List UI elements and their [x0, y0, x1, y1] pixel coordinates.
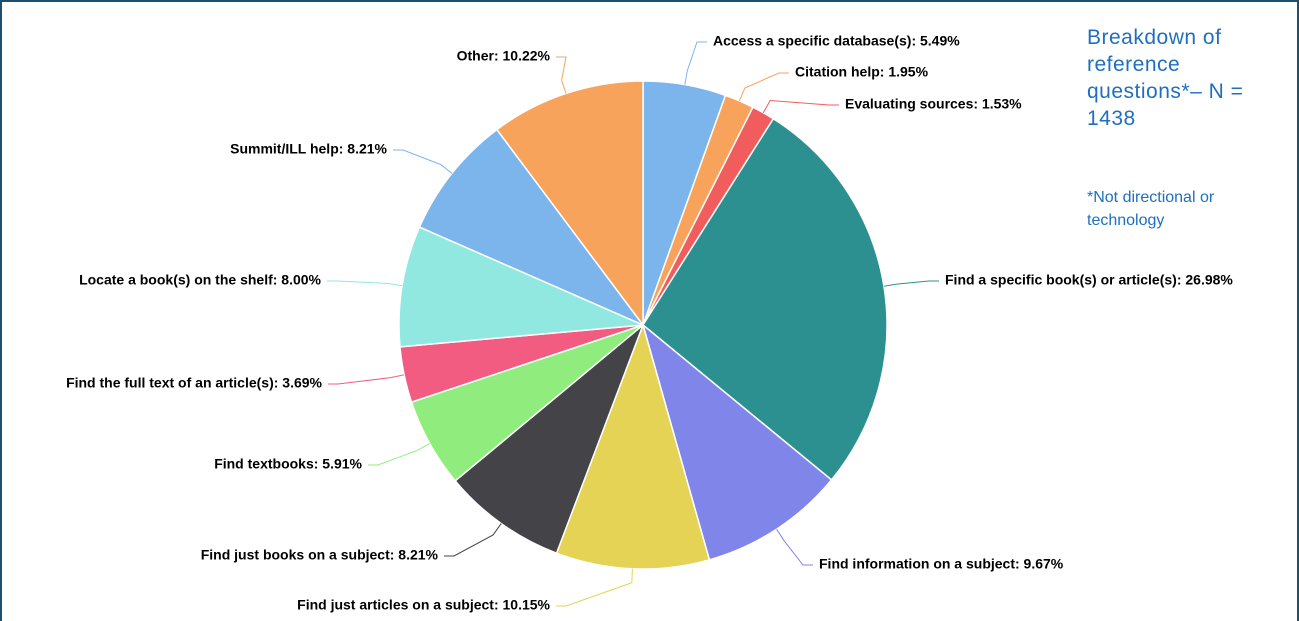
data-label: Locate a book(s) on the shelf: 8.00%	[79, 272, 321, 288]
leader-line	[368, 443, 430, 466]
leader-line	[883, 280, 939, 287]
chart-title: Breakdown of reference questions*– N = 1…	[1087, 26, 1244, 130]
data-label: Summit/ILL help: 8.21%	[230, 141, 387, 157]
leader-line	[556, 568, 633, 607]
data-label: Find textbooks: 5.91%	[214, 456, 362, 472]
leader-line	[684, 41, 707, 85]
chart-subtitle: *Not directional or technology	[1087, 189, 1215, 229]
leader-line	[444, 523, 502, 557]
data-label: Evaluating sources: 1.53%	[845, 96, 1022, 112]
pie-slice	[641, 322, 833, 561]
leader-line	[328, 374, 405, 385]
pie-slice	[642, 117, 888, 481]
pie-slice	[555, 322, 711, 570]
leader-line	[776, 528, 813, 566]
data-label: Other: 10.22%	[457, 48, 551, 64]
leader-line	[327, 280, 403, 287]
leader-line	[393, 149, 453, 174]
data-label: Citation help: 1.95%	[795, 64, 929, 80]
leader-line	[556, 56, 567, 94]
pie-slice	[495, 80, 644, 328]
pie-slice	[418, 128, 646, 327]
data-label: Find just books on a subject: 8.21%	[201, 547, 439, 563]
leader-line	[762, 100, 839, 113]
data-label: Find a specific book(s) or article(s): 2…	[945, 272, 1233, 288]
data-label: Find the full text of an article(s): 3.6…	[66, 375, 322, 391]
data-label: Find information on a subject: 9.67%	[819, 556, 1064, 572]
pie-slice	[398, 226, 644, 348]
data-label: Access a specific database(s): 5.49%	[713, 33, 960, 49]
data-label: Find just articles on a subject: 10.15%	[297, 597, 550, 613]
leader-line	[738, 72, 789, 102]
